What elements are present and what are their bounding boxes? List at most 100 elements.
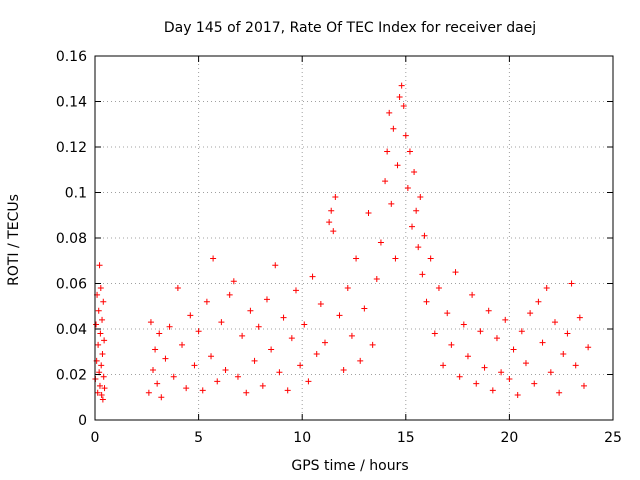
data-point <box>498 369 505 376</box>
data-point <box>268 346 275 353</box>
data-point <box>99 351 106 358</box>
data-point <box>305 378 312 385</box>
data-point <box>170 373 177 380</box>
data-point <box>101 337 108 344</box>
data-point <box>336 312 343 319</box>
data-point <box>369 341 376 348</box>
data-point <box>239 332 246 339</box>
data-points <box>92 82 592 403</box>
data-point <box>551 319 558 326</box>
data-point <box>147 319 154 326</box>
x-tick-label: 20 <box>500 430 518 446</box>
data-point <box>404 184 411 191</box>
data-point <box>301 321 308 328</box>
data-point <box>568 280 575 287</box>
data-point <box>392 255 399 262</box>
data-point <box>145 389 152 396</box>
data-point <box>288 335 295 342</box>
data-point <box>560 351 567 358</box>
data-point <box>280 314 287 321</box>
data-point <box>421 232 428 239</box>
axes: 0 5 10 15 20 25 0 0.02 0.04 0.06 0.08 0.1 0.12 0.14 0.… <box>56 49 622 446</box>
data-point <box>326 219 333 226</box>
data-point <box>97 285 104 292</box>
data-point <box>502 316 509 323</box>
data-point <box>98 362 105 369</box>
data-point <box>94 389 101 396</box>
data-point <box>585 344 592 351</box>
data-point <box>208 353 215 360</box>
data-point <box>154 380 161 387</box>
y-tick-label: 0.06 <box>56 277 87 293</box>
data-point <box>348 332 355 339</box>
data-point <box>531 380 538 387</box>
data-point <box>158 394 165 401</box>
data-point <box>527 310 534 317</box>
data-point <box>419 271 426 278</box>
data-point <box>396 93 403 100</box>
data-point <box>406 148 413 155</box>
data-point <box>394 162 401 169</box>
x-axis-label: GPS time / hours <box>291 458 408 474</box>
data-point <box>556 389 563 396</box>
data-point <box>292 287 299 294</box>
data-point <box>448 341 455 348</box>
data-point <box>485 307 492 314</box>
data-point <box>166 323 173 330</box>
data-point <box>460 321 467 328</box>
data-point <box>259 382 266 389</box>
data-point <box>99 316 106 323</box>
data-point <box>340 366 347 373</box>
grid <box>95 56 613 420</box>
data-point <box>214 378 221 385</box>
data-point <box>390 125 397 132</box>
data-point <box>413 207 420 214</box>
data-point <box>473 380 480 387</box>
data-point <box>510 346 517 353</box>
data-point <box>427 255 434 262</box>
data-point <box>431 330 438 337</box>
data-point <box>477 328 484 335</box>
data-point <box>444 310 451 317</box>
data-point <box>547 369 554 376</box>
y-tick-label: 0.08 <box>56 231 87 247</box>
data-point <box>101 385 108 392</box>
data-point <box>493 335 500 342</box>
data-point <box>218 319 225 326</box>
chart-title: Day 145 of 2017, Rate Of TEC Index for r… <box>164 20 536 36</box>
data-point <box>384 148 391 155</box>
data-point <box>174 285 181 292</box>
data-point <box>572 362 579 369</box>
data-point <box>97 330 104 337</box>
x-tick-label: 10 <box>293 430 311 446</box>
data-point <box>464 353 471 360</box>
data-point <box>297 362 304 369</box>
x-tick-label: 5 <box>194 430 203 446</box>
data-point <box>489 387 496 394</box>
data-point <box>518 328 525 335</box>
data-point <box>95 341 102 348</box>
data-point <box>100 298 107 305</box>
data-point <box>317 300 324 307</box>
data-point <box>440 362 447 369</box>
y-tick-label: 0.02 <box>56 368 87 384</box>
data-point <box>564 330 571 337</box>
data-point <box>321 339 328 346</box>
data-point <box>344 285 351 292</box>
data-point <box>328 207 335 214</box>
data-point <box>251 357 258 364</box>
y-tick-label: 0.04 <box>56 322 87 338</box>
data-point <box>402 132 409 139</box>
data-point <box>535 298 542 305</box>
data-point <box>388 200 395 207</box>
data-point <box>99 396 106 403</box>
data-point <box>382 178 389 185</box>
data-point <box>96 262 103 269</box>
x-tick-label: 0 <box>91 430 100 446</box>
data-point <box>100 373 107 380</box>
data-point <box>93 321 100 328</box>
data-point <box>522 360 529 367</box>
data-point <box>203 298 210 305</box>
